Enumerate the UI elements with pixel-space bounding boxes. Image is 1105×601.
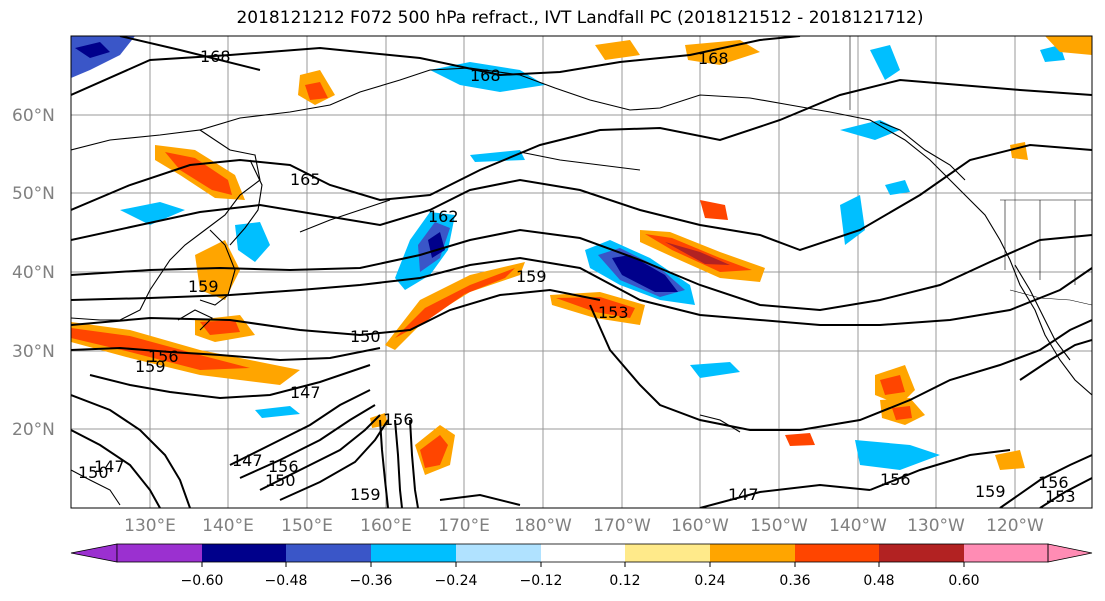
contour-label: 162 bbox=[428, 207, 459, 226]
contour-label: 150 bbox=[78, 463, 109, 482]
contour-label: 159 bbox=[350, 485, 381, 504]
contour-label: 156 bbox=[268, 457, 299, 476]
colorbar-bin bbox=[625, 544, 710, 562]
colorbar-tick-label: 0.36 bbox=[779, 573, 810, 589]
colorbar-bin bbox=[710, 544, 795, 562]
colorbar-outline bbox=[116, 543, 1049, 563]
lon-label: 160°W bbox=[671, 516, 729, 536]
lon-label: 130°E bbox=[124, 516, 176, 536]
colorbar-bin bbox=[202, 544, 286, 562]
political-borders bbox=[849, 36, 1092, 306]
lon-label: 160°E bbox=[360, 516, 412, 536]
lat-label: 50°N bbox=[12, 184, 55, 204]
lon-label: 140°W bbox=[829, 516, 887, 536]
colorbar-tick-label: 0.48 bbox=[863, 573, 894, 589]
colorbar-bin bbox=[541, 544, 625, 562]
colorbar-tick-label: −0.12 bbox=[520, 573, 563, 589]
colorbar-tick-label: −0.48 bbox=[265, 573, 308, 589]
colorbar-bin bbox=[371, 544, 456, 562]
contour-label: 147 bbox=[728, 485, 759, 504]
lon-label: 130°W bbox=[907, 516, 965, 536]
latitude-labels: 60°N 50°N 40°N 30°N 20°N bbox=[12, 106, 55, 440]
colorbar-bin bbox=[456, 544, 541, 562]
contour-label: 153 bbox=[1045, 487, 1076, 506]
negative-anomaly-fills bbox=[71, 36, 1065, 470]
contour-label: 150 bbox=[350, 327, 381, 346]
lon-label: 170°E bbox=[438, 516, 490, 536]
contour-label: 159 bbox=[975, 482, 1006, 501]
colorbar-tick-label: −0.60 bbox=[181, 573, 224, 589]
map-title: 2018121212 F072 500 hPa refract., IVT La… bbox=[236, 8, 924, 28]
colorbar-bin bbox=[964, 544, 1048, 562]
contour-label: 168 bbox=[200, 47, 231, 66]
colorbar-tick-label: −0.36 bbox=[350, 573, 393, 589]
contour-label: 150 bbox=[265, 471, 296, 490]
contour-label: 147 bbox=[94, 457, 125, 476]
longitude-labels: 130°E 140°E 150°E 160°E 170°E 180°W 170°… bbox=[124, 516, 1044, 536]
contour-labels: 168 168 168 165 162 159 159 153 150 156 … bbox=[78, 47, 1076, 506]
lat-label: 40°N bbox=[12, 263, 55, 283]
refractivity-contours bbox=[71, 36, 1092, 508]
colorbar: −0.60 −0.48 −0.36 −0.24 −0.12 0.12 0.24 … bbox=[70, 543, 1093, 589]
colorbar-bin bbox=[795, 544, 879, 562]
contour-label: 168 bbox=[470, 66, 501, 85]
contour-label: 168 bbox=[698, 49, 729, 68]
contour-label: 159 bbox=[135, 357, 166, 376]
contour-label: 156 bbox=[1038, 473, 1069, 492]
contour-label: 156 bbox=[880, 470, 911, 489]
coastlines bbox=[71, 67, 1092, 506]
contour-label: 165 bbox=[290, 170, 321, 189]
colorbar-high-extension bbox=[1047, 543, 1093, 563]
contour-label: 147 bbox=[290, 383, 321, 402]
lat-label: 60°N bbox=[12, 106, 55, 126]
lon-label: 120°W bbox=[986, 516, 1044, 536]
contour-label: 159 bbox=[516, 267, 547, 286]
contour-label: 159 bbox=[188, 277, 219, 296]
lat-label: 20°N bbox=[12, 420, 55, 440]
colorbar-tick-marks bbox=[201, 562, 965, 567]
colorbar-tick-label: 0.24 bbox=[694, 573, 725, 589]
lon-label: 140°E bbox=[202, 516, 254, 536]
map-frame bbox=[70, 35, 1093, 509]
lat-label: 30°N bbox=[12, 342, 55, 362]
contour-label: 156 bbox=[383, 410, 414, 429]
colorbar-bin bbox=[879, 544, 964, 562]
contour-label: 147 bbox=[232, 451, 263, 470]
lon-label: 180°W bbox=[514, 516, 572, 536]
contour-label: 156 bbox=[148, 347, 179, 366]
lon-label: 150°E bbox=[281, 516, 333, 536]
colorbar-tick-label: 0.60 bbox=[948, 573, 979, 589]
colorbar-bin bbox=[117, 544, 202, 562]
contour-label: 153 bbox=[598, 303, 629, 322]
colorbar-tick-label: 0.12 bbox=[609, 573, 640, 589]
lon-label: 150°W bbox=[750, 516, 808, 536]
lon-label: 170°W bbox=[593, 516, 651, 536]
colorbar-low-extension bbox=[70, 543, 118, 563]
colorbar-tick-label: −0.24 bbox=[435, 573, 478, 589]
colorbar-bin bbox=[286, 544, 371, 562]
